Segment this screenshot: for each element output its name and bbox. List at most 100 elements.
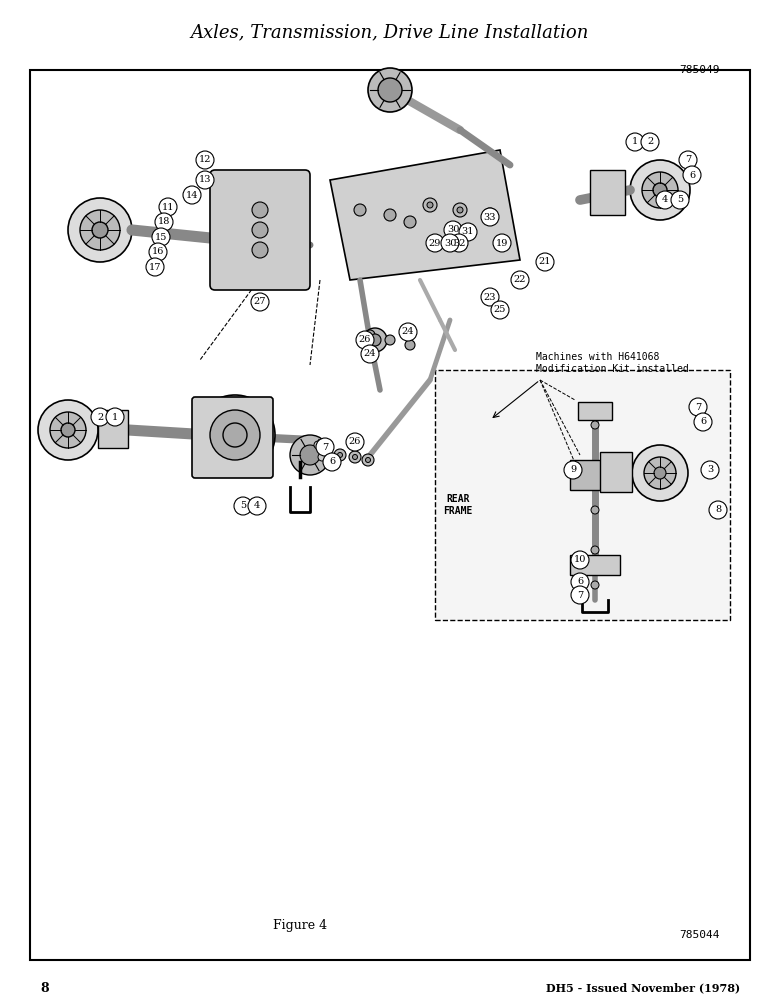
Text: 5: 5 xyxy=(240,502,246,510)
FancyBboxPatch shape xyxy=(192,397,273,478)
Circle shape xyxy=(459,223,477,241)
Text: 31: 31 xyxy=(462,228,474,236)
Circle shape xyxy=(571,551,589,569)
Circle shape xyxy=(91,408,109,426)
Circle shape xyxy=(405,340,415,350)
Circle shape xyxy=(654,467,666,479)
Circle shape xyxy=(701,461,719,479)
Circle shape xyxy=(427,202,433,208)
Text: 7: 7 xyxy=(577,590,583,599)
Text: 1: 1 xyxy=(632,137,638,146)
Circle shape xyxy=(196,171,214,189)
Circle shape xyxy=(481,208,499,226)
Text: 17: 17 xyxy=(149,262,161,271)
Text: 33: 33 xyxy=(484,213,496,222)
Text: 26: 26 xyxy=(349,438,361,446)
Text: 25: 25 xyxy=(494,306,506,314)
Circle shape xyxy=(571,573,589,591)
Text: 4: 4 xyxy=(254,502,260,510)
Circle shape xyxy=(50,412,86,448)
Circle shape xyxy=(251,293,269,311)
Circle shape xyxy=(641,133,659,151)
Circle shape xyxy=(362,454,374,466)
Circle shape xyxy=(159,198,177,216)
Circle shape xyxy=(300,445,320,465)
Text: 24: 24 xyxy=(402,328,414,336)
Circle shape xyxy=(365,330,375,340)
Text: 4: 4 xyxy=(662,196,668,205)
Text: 23: 23 xyxy=(484,292,496,302)
Circle shape xyxy=(642,172,678,208)
Text: 7: 7 xyxy=(685,155,691,164)
FancyBboxPatch shape xyxy=(210,170,310,290)
Bar xyxy=(98,410,128,448)
Circle shape xyxy=(210,410,260,460)
Text: 16: 16 xyxy=(152,247,164,256)
Circle shape xyxy=(671,191,689,209)
Circle shape xyxy=(378,78,402,102)
Circle shape xyxy=(106,408,124,426)
Circle shape xyxy=(632,445,688,501)
Text: 30: 30 xyxy=(444,238,456,247)
Circle shape xyxy=(155,213,173,231)
Text: Figure 4: Figure 4 xyxy=(273,918,327,932)
Circle shape xyxy=(453,203,467,217)
Circle shape xyxy=(346,433,364,451)
Circle shape xyxy=(149,243,167,261)
Text: 6: 6 xyxy=(329,458,335,466)
Circle shape xyxy=(252,222,268,238)
Text: 14: 14 xyxy=(186,190,198,200)
Text: 3: 3 xyxy=(707,466,713,475)
Circle shape xyxy=(316,438,334,456)
Text: DH5 - Issued November (1978): DH5 - Issued November (1978) xyxy=(546,982,740,994)
Text: 12: 12 xyxy=(199,155,211,164)
Circle shape xyxy=(426,234,444,252)
Circle shape xyxy=(146,258,164,276)
Text: 11: 11 xyxy=(161,202,174,212)
Circle shape xyxy=(334,449,346,461)
Text: 26: 26 xyxy=(359,336,371,344)
Text: REAR
FRAME: REAR FRAME xyxy=(443,494,473,516)
Circle shape xyxy=(511,271,529,289)
Text: Machines with H641068
Modification Kit installed: Machines with H641068 Modification Kit i… xyxy=(536,352,689,374)
Circle shape xyxy=(626,133,644,151)
Circle shape xyxy=(290,435,330,475)
Circle shape xyxy=(491,301,509,319)
Circle shape xyxy=(656,191,674,209)
Text: 27: 27 xyxy=(254,298,266,306)
Text: 32: 32 xyxy=(452,238,465,247)
Circle shape xyxy=(323,453,341,471)
Circle shape xyxy=(493,234,511,252)
Circle shape xyxy=(404,216,416,228)
Text: 5: 5 xyxy=(677,196,683,205)
Circle shape xyxy=(564,461,582,479)
Circle shape xyxy=(694,413,712,431)
Text: 13: 13 xyxy=(199,176,211,184)
Circle shape xyxy=(444,221,462,239)
Circle shape xyxy=(591,581,599,589)
Polygon shape xyxy=(330,150,520,280)
Text: 8: 8 xyxy=(715,506,721,514)
Circle shape xyxy=(591,421,599,429)
Circle shape xyxy=(318,453,326,461)
Circle shape xyxy=(356,331,374,349)
Circle shape xyxy=(591,546,599,554)
Circle shape xyxy=(354,204,366,216)
Circle shape xyxy=(338,452,342,458)
Circle shape xyxy=(353,454,357,460)
Circle shape xyxy=(196,151,214,169)
Text: 29: 29 xyxy=(429,238,441,247)
Bar xyxy=(570,460,620,490)
Circle shape xyxy=(92,222,108,238)
Text: 9: 9 xyxy=(570,466,576,475)
Circle shape xyxy=(385,335,395,345)
Text: 10: 10 xyxy=(574,556,587,564)
Text: 1: 1 xyxy=(112,412,118,422)
Circle shape xyxy=(80,210,120,250)
Text: 19: 19 xyxy=(496,238,509,247)
Text: 8: 8 xyxy=(40,982,48,994)
Text: Axles, Transmission, Drive Line Installation: Axles, Transmission, Drive Line Installa… xyxy=(191,23,589,41)
Circle shape xyxy=(195,395,275,475)
Circle shape xyxy=(481,288,499,306)
Bar xyxy=(600,452,632,492)
